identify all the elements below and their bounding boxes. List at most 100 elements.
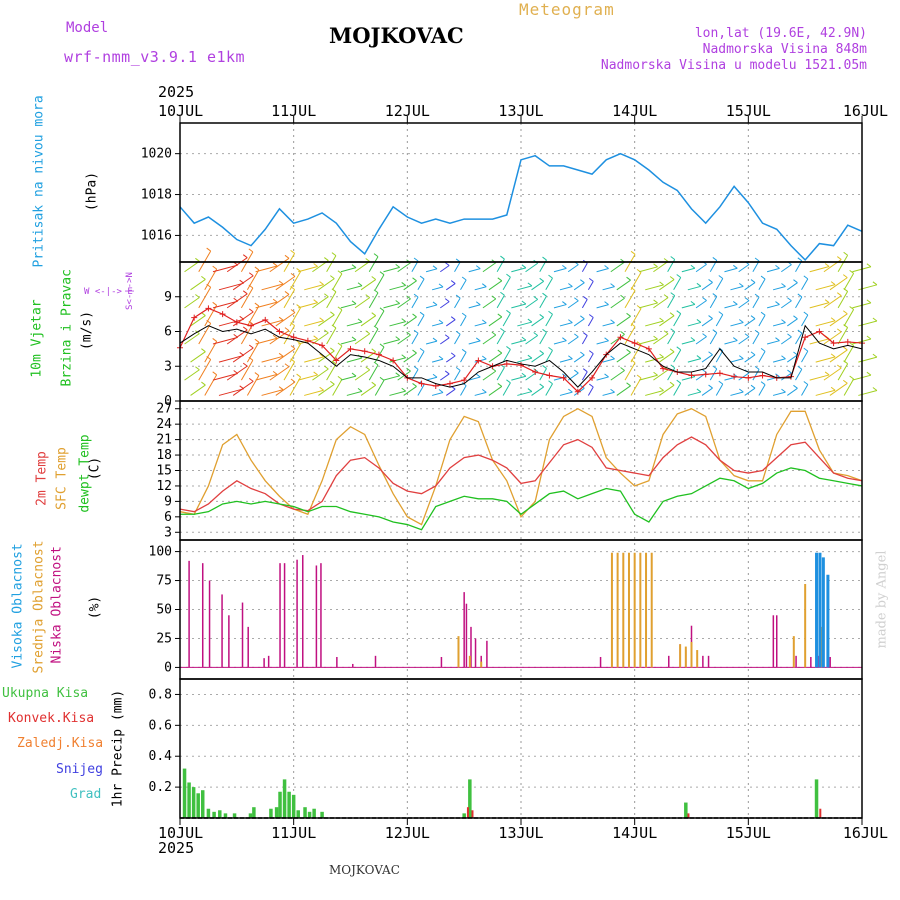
wind-speed-marker [375,351,382,358]
wind-barb-shaft [417,314,425,327]
y-tick-label: 21 [156,433,172,448]
wind-barb-flag [610,283,615,287]
wind-speed-marker [319,342,326,349]
wind-barb-flag [461,276,467,281]
wind-barb-shaft [645,284,664,291]
wind-barb-shaft [701,387,713,396]
wind-barb-shaft [318,278,335,291]
wind-barb-flag [481,388,487,393]
wind-barb-flag [738,282,744,287]
wind-speed-marker [546,372,553,379]
wind-barb-flag [653,371,658,376]
model-elevation-label: Nadmorska Visina u modelu 1521.05m [600,58,867,73]
wind-barb-flag [836,292,842,297]
wind-barb-flag [626,312,631,317]
wind-barb-shaft [460,385,467,396]
time-label-bottom: 13JUL [498,824,543,842]
wind-barb-shaft [795,368,803,381]
wind-barb-flag [284,327,290,331]
wind-barb-flag [313,299,318,304]
cloud-low-bar [374,655,377,668]
wind-barb-shaft [275,381,296,396]
wind-barb-shaft [488,280,503,291]
wind-barb-shaft [383,375,400,381]
wind-barb-shaft [701,354,713,363]
wind-speed-marker [276,328,283,335]
wind-barb-shaft [218,388,244,396]
wind-barb-flag [290,322,295,327]
wind-barb-flag [690,337,696,341]
wind-barb-shaft [397,262,411,273]
wind-barb-shaft [496,294,505,309]
wind-barb-shaft [639,338,658,345]
wind-barb-flag [760,381,766,386]
wind-barb-flag [313,335,318,340]
wind-barb-flag [670,328,676,333]
wind-barb-shaft [204,268,218,291]
wind-barb-flag [732,301,738,305]
wind-barb-shaft [474,286,487,291]
wind-barb-flag [610,319,615,324]
wind-barb-shaft [212,300,238,309]
wind-speed-marker [262,316,269,323]
wind-barb-shaft [624,254,636,272]
wind-barb-flag [669,312,675,317]
wind-barb-shaft [446,283,456,291]
wind-barb-shaft [346,357,363,363]
time-label-bottom: 12JUL [385,824,430,842]
wind-barb-flag [630,323,636,328]
wind-barb-shaft [531,317,544,327]
wind-barb-shaft [389,357,406,363]
wind-barb-shaft [446,388,456,396]
wind-barb-flag [475,301,481,306]
wind-barb-shaft [340,339,357,345]
wind-barb-flag [351,264,357,269]
wind-barb-shaft [616,279,631,291]
wind-barb-shaft [403,280,417,291]
wind-barb-shaft [468,304,481,309]
wind-barb-flag [475,337,481,342]
wind-barb-flag [254,372,260,376]
wind-barb-flag [254,338,260,343]
wind-barb-shaft [673,349,682,363]
wind-barb-flag [406,331,411,336]
wind-barb-flag [775,301,780,305]
wind-barb-shaft [829,277,848,291]
wind-barb-flag [481,319,487,324]
wind-barb-flag [413,293,419,298]
wind-speed-marker [731,373,738,380]
y-tick-label: 0.2 [149,780,172,795]
station-title: MOJKOVAC [329,23,464,48]
wind-barb-shaft [397,334,411,345]
wind-barb-shaft [354,261,370,273]
wind-barb-shaft [226,293,248,309]
model-name: wrf-nmm_v3.9.1 e1km [64,48,246,66]
wind-barb-flag [401,282,406,286]
wind-barb-flag [412,383,417,387]
wind-barb-flag [438,355,444,360]
wind-barb-flag [824,263,830,267]
wind-barb-shaft [624,326,636,345]
wind-barb-flag [754,329,760,334]
cloud-mid-bar [650,552,653,668]
wind-barb-flag [676,274,682,278]
wind-barb-flag [290,272,296,277]
wind-barb-flag [843,324,848,328]
y-tick-label: 1020 [141,147,172,162]
precip-convective-bar [687,813,690,818]
wind-barb-flag [206,247,211,252]
wind-barb-shaft [531,353,544,363]
wind-barb-shaft [431,286,444,291]
wind-barb-flag [580,351,585,356]
wind-speed-marker [518,362,524,369]
wind-barb-shaft [368,292,379,309]
wind-barb-shaft [744,282,756,291]
wind-barb-flag [787,297,792,302]
wind-barb-shaft [681,267,696,273]
wind-barb-flag [351,336,357,341]
cloud-low-bar [486,640,488,668]
legend-snow: Snijeg [56,762,103,777]
cloud-low-bar [263,658,265,668]
wind-speed-marker [830,340,837,347]
wind-barb-shaft [738,372,750,381]
